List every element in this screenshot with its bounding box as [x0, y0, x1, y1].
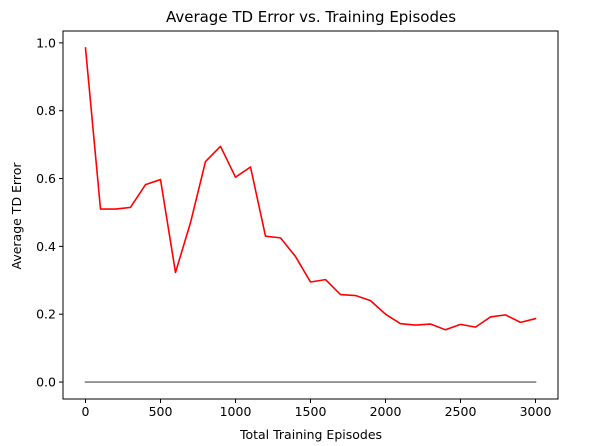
x-tick-label: 3000 [520, 404, 552, 419]
x-axis: 0 500 1000 1500 2000 2500 3000 [82, 399, 552, 419]
x-tick-label: 1500 [295, 404, 327, 419]
x-tick-label: 2500 [445, 404, 477, 419]
y-axis: 0.0 0.2 0.4 0.6 0.8 1.0 [36, 35, 63, 390]
y-tick-label: 0.6 [36, 171, 56, 186]
y-tick-label: 0.4 [36, 239, 56, 254]
y-tick-label: 0.0 [36, 375, 56, 390]
y-tick-label: 0.8 [36, 103, 56, 118]
plot-frame [62, 30, 559, 400]
plot-content [84, 47, 537, 383]
y-tick-label: 1.0 [36, 35, 56, 50]
series-line-td-error [84, 47, 537, 331]
x-axis-label: Total Training Episodes [239, 427, 382, 442]
x-tick-label: 0 [82, 404, 90, 419]
chart-title: Average TD Error vs. Training Episodes [166, 8, 456, 26]
y-tick-label: 0.2 [36, 307, 56, 322]
y-axis-label: Average TD Error [9, 162, 24, 270]
x-tick-label: 1000 [220, 404, 252, 419]
x-tick-label: 500 [149, 404, 173, 419]
x-tick-label: 2000 [370, 404, 402, 419]
